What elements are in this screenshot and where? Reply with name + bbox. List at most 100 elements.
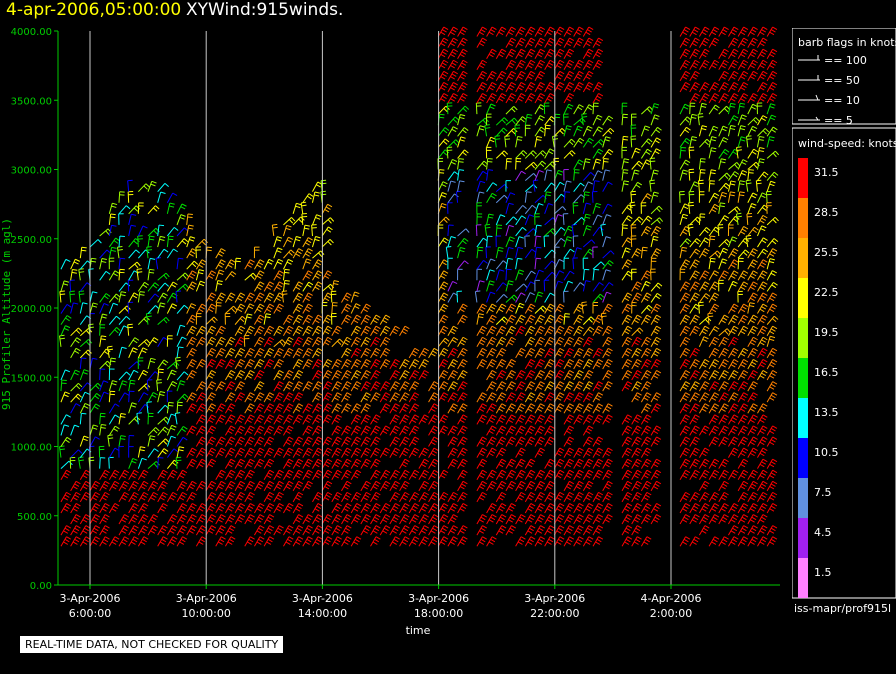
wind-barb-flag: [345, 483, 351, 487]
wind-barb-flag: [334, 375, 339, 379]
wind-barb-staff: [176, 426, 184, 436]
wind-barb: [137, 525, 149, 536]
wind-barb-flag: [374, 472, 380, 476]
wind-barb-flag: [74, 516, 80, 521]
wind-barb-flag: [317, 514, 323, 518]
wind-barb-staff: [118, 316, 127, 325]
wind-barb: [128, 249, 140, 259]
wind-barb-staff: [389, 447, 396, 458]
wind-barb-flag: [411, 364, 417, 368]
wind-barb-staff: [166, 448, 175, 458]
wind-barb: [408, 491, 420, 503]
wind-barb-flag: [219, 439, 225, 443]
wind-barb-staff: [78, 291, 81, 303]
wind-barb-flag: [433, 491, 439, 496]
wind-barb-flag: [130, 405, 136, 408]
wind-barb-staff: [457, 414, 464, 425]
wind-barb-flag: [160, 302, 166, 305]
wind-barb: [437, 414, 449, 425]
wind-barb-flag: [325, 383, 331, 388]
wind-barb-flag: [248, 261, 254, 266]
wind-barb-staff: [428, 525, 435, 536]
wind-barb-flag: [165, 438, 170, 443]
wind-barb-staff: [476, 181, 481, 192]
wind-barb-flag: [385, 381, 391, 385]
wind-barb-flag: [142, 527, 147, 532]
wind-barb-flag: [375, 436, 381, 440]
wind-barb-staff: [137, 236, 139, 248]
wind-barb-staff: [99, 492, 106, 503]
wind-barb-staff: [302, 414, 309, 425]
wind-barb: [476, 392, 487, 403]
wind-barb: [89, 393, 101, 403]
wind-barb-flag: [220, 480, 226, 485]
wind-barb-flag: [354, 372, 360, 377]
wind-barb-flag: [285, 375, 291, 379]
wind-barb-flag: [308, 325, 313, 330]
wind-barb-flag: [363, 497, 368, 501]
wind-barb-flag: [337, 425, 342, 429]
wind-barb: [224, 259, 236, 270]
wind-barb-staff: [167, 361, 177, 370]
wind-barb: [147, 514, 159, 525]
wind-barb-flag: [266, 508, 272, 512]
wind-barb-flag: [132, 347, 138, 351]
wind-barb-flag: [208, 386, 214, 390]
wind-barb-flag: [343, 342, 349, 346]
wind-barb-flag: [229, 405, 234, 410]
wind-barb-flag: [443, 303, 449, 307]
wind-barb: [428, 525, 439, 536]
wind-barb-flag: [95, 385, 100, 390]
wind-barb-staff: [108, 425, 116, 436]
wind-barb-flag: [480, 84, 486, 88]
wind-barb: [195, 480, 207, 492]
wind-barb-flag: [353, 519, 359, 523]
wind-barb-flag: [450, 497, 455, 501]
wind-barb-flag: [480, 95, 486, 100]
wind-barb: [350, 303, 361, 314]
wind-barb-flag: [393, 516, 399, 521]
wind-barb-flag: [182, 395, 187, 401]
wind-barb-flag: [393, 494, 399, 498]
wind-barb-flag: [92, 530, 98, 534]
wind-barb-flag: [460, 136, 466, 139]
wind-barb-staff: [176, 536, 183, 547]
wind-barb: [292, 469, 304, 480]
wind-barb: [486, 414, 497, 425]
wind-barb-staff: [205, 447, 212, 458]
wind-barb-flag: [345, 450, 351, 454]
wind-barb-staff: [205, 370, 212, 381]
wind-barb-flag: [475, 290, 481, 293]
wind-barb-flag: [142, 225, 148, 229]
wind-barb: [215, 403, 226, 414]
wind-barb-flag: [144, 281, 149, 286]
wind-barb-flag: [269, 536, 275, 540]
wind-barb-flag: [356, 347, 362, 352]
wind-barb: [224, 480, 236, 492]
wind-barb-flag: [395, 514, 400, 518]
wind-barb-flag: [498, 486, 504, 490]
wind-barb-flag: [305, 530, 310, 534]
wind-barb-flag: [366, 381, 371, 385]
wind-barb: [273, 281, 284, 292]
wind-barb: [350, 425, 362, 436]
wind-barb-staff: [138, 339, 147, 348]
wind-barb: [389, 469, 400, 480]
wind-barb-flag: [308, 536, 313, 540]
wind-barb: [176, 436, 188, 447]
wind-barb-flag: [356, 469, 362, 474]
wind-barb-flag: [306, 306, 312, 310]
wind-barb: [341, 525, 352, 536]
wind-barb-flag: [345, 439, 351, 443]
wind-barb: [108, 456, 114, 469]
wind-barb-flag: [482, 458, 487, 463]
wind-barb-staff: [447, 171, 455, 181]
wind-barb-flag: [153, 429, 158, 434]
wind-barb-staff: [283, 536, 290, 547]
wind-barb-flag: [266, 452, 272, 457]
wind-barb-flag: [477, 249, 483, 252]
wind-barb-flag: [188, 330, 194, 335]
wind-barb: [186, 425, 197, 436]
wind-barb-flag: [208, 430, 214, 435]
wind-barb-flag: [198, 308, 204, 313]
